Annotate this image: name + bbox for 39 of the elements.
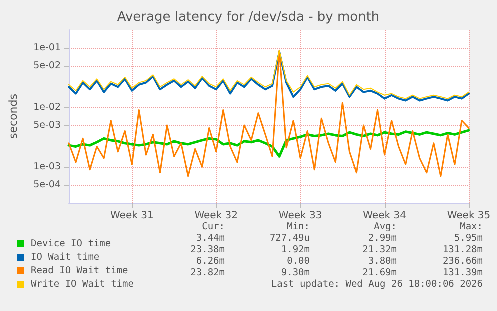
- text: 2.99m: [368, 233, 398, 244]
- x-tick-label: Week 35: [447, 210, 491, 222]
- text: 5.95m: [454, 233, 484, 244]
- y-tick-label: 5e-02: [34, 60, 61, 72]
- x-tick-label: Week 34: [363, 210, 406, 222]
- text: Avg:: [374, 222, 397, 232]
- line-series: [68, 50, 470, 178]
- text: 3.44m: [196, 233, 226, 244]
- chart-title: Average latency for /dev/sda - by month: [117, 10, 380, 25]
- text: Min:: [287, 222, 310, 232]
- text: 131.39m: [442, 268, 484, 278]
- text: 236.66m: [442, 256, 484, 267]
- text: 131.28m: [442, 244, 484, 256]
- text: 727.49u: [270, 233, 310, 244]
- text: Max:: [460, 222, 483, 232]
- text: 0.00: [287, 256, 310, 267]
- text: 23.82m: [190, 268, 226, 278]
- legend-label: Read IO Wait time: [31, 266, 129, 276]
- text: 21.69m: [362, 268, 398, 278]
- legend-label: IO Wait time: [31, 252, 100, 263]
- text: Last update: Wed Aug 26 18:00:06 2026: [271, 279, 484, 290]
- x-tick-label: Week 31: [110, 210, 154, 222]
- legend-label: Device IO time: [31, 238, 112, 250]
- x-tick-label: Week 32: [194, 210, 238, 222]
- text: 9.30m: [281, 268, 310, 278]
- y-tick-label: 1e-03: [34, 162, 61, 173]
- text: 6.26m: [196, 256, 226, 267]
- x-tick-label: Week 33: [278, 210, 322, 222]
- y-tick-label: 1e-02: [34, 102, 61, 114]
- text: 21.32m: [362, 244, 398, 256]
- y-tick-label: 5e-04: [34, 180, 61, 191]
- text: 1.92m: [281, 244, 310, 256]
- text: 3.80m: [368, 256, 398, 267]
- legend-label: Write IO Wait time: [31, 279, 134, 290]
- text: Cur:: [202, 222, 225, 232]
- text: 23.38m: [190, 244, 226, 256]
- y-tick-label: 1e-01: [34, 42, 61, 54]
- y-tick-label: 5e-03: [34, 120, 61, 131]
- y-axis-title: seconds: [7, 94, 20, 139]
